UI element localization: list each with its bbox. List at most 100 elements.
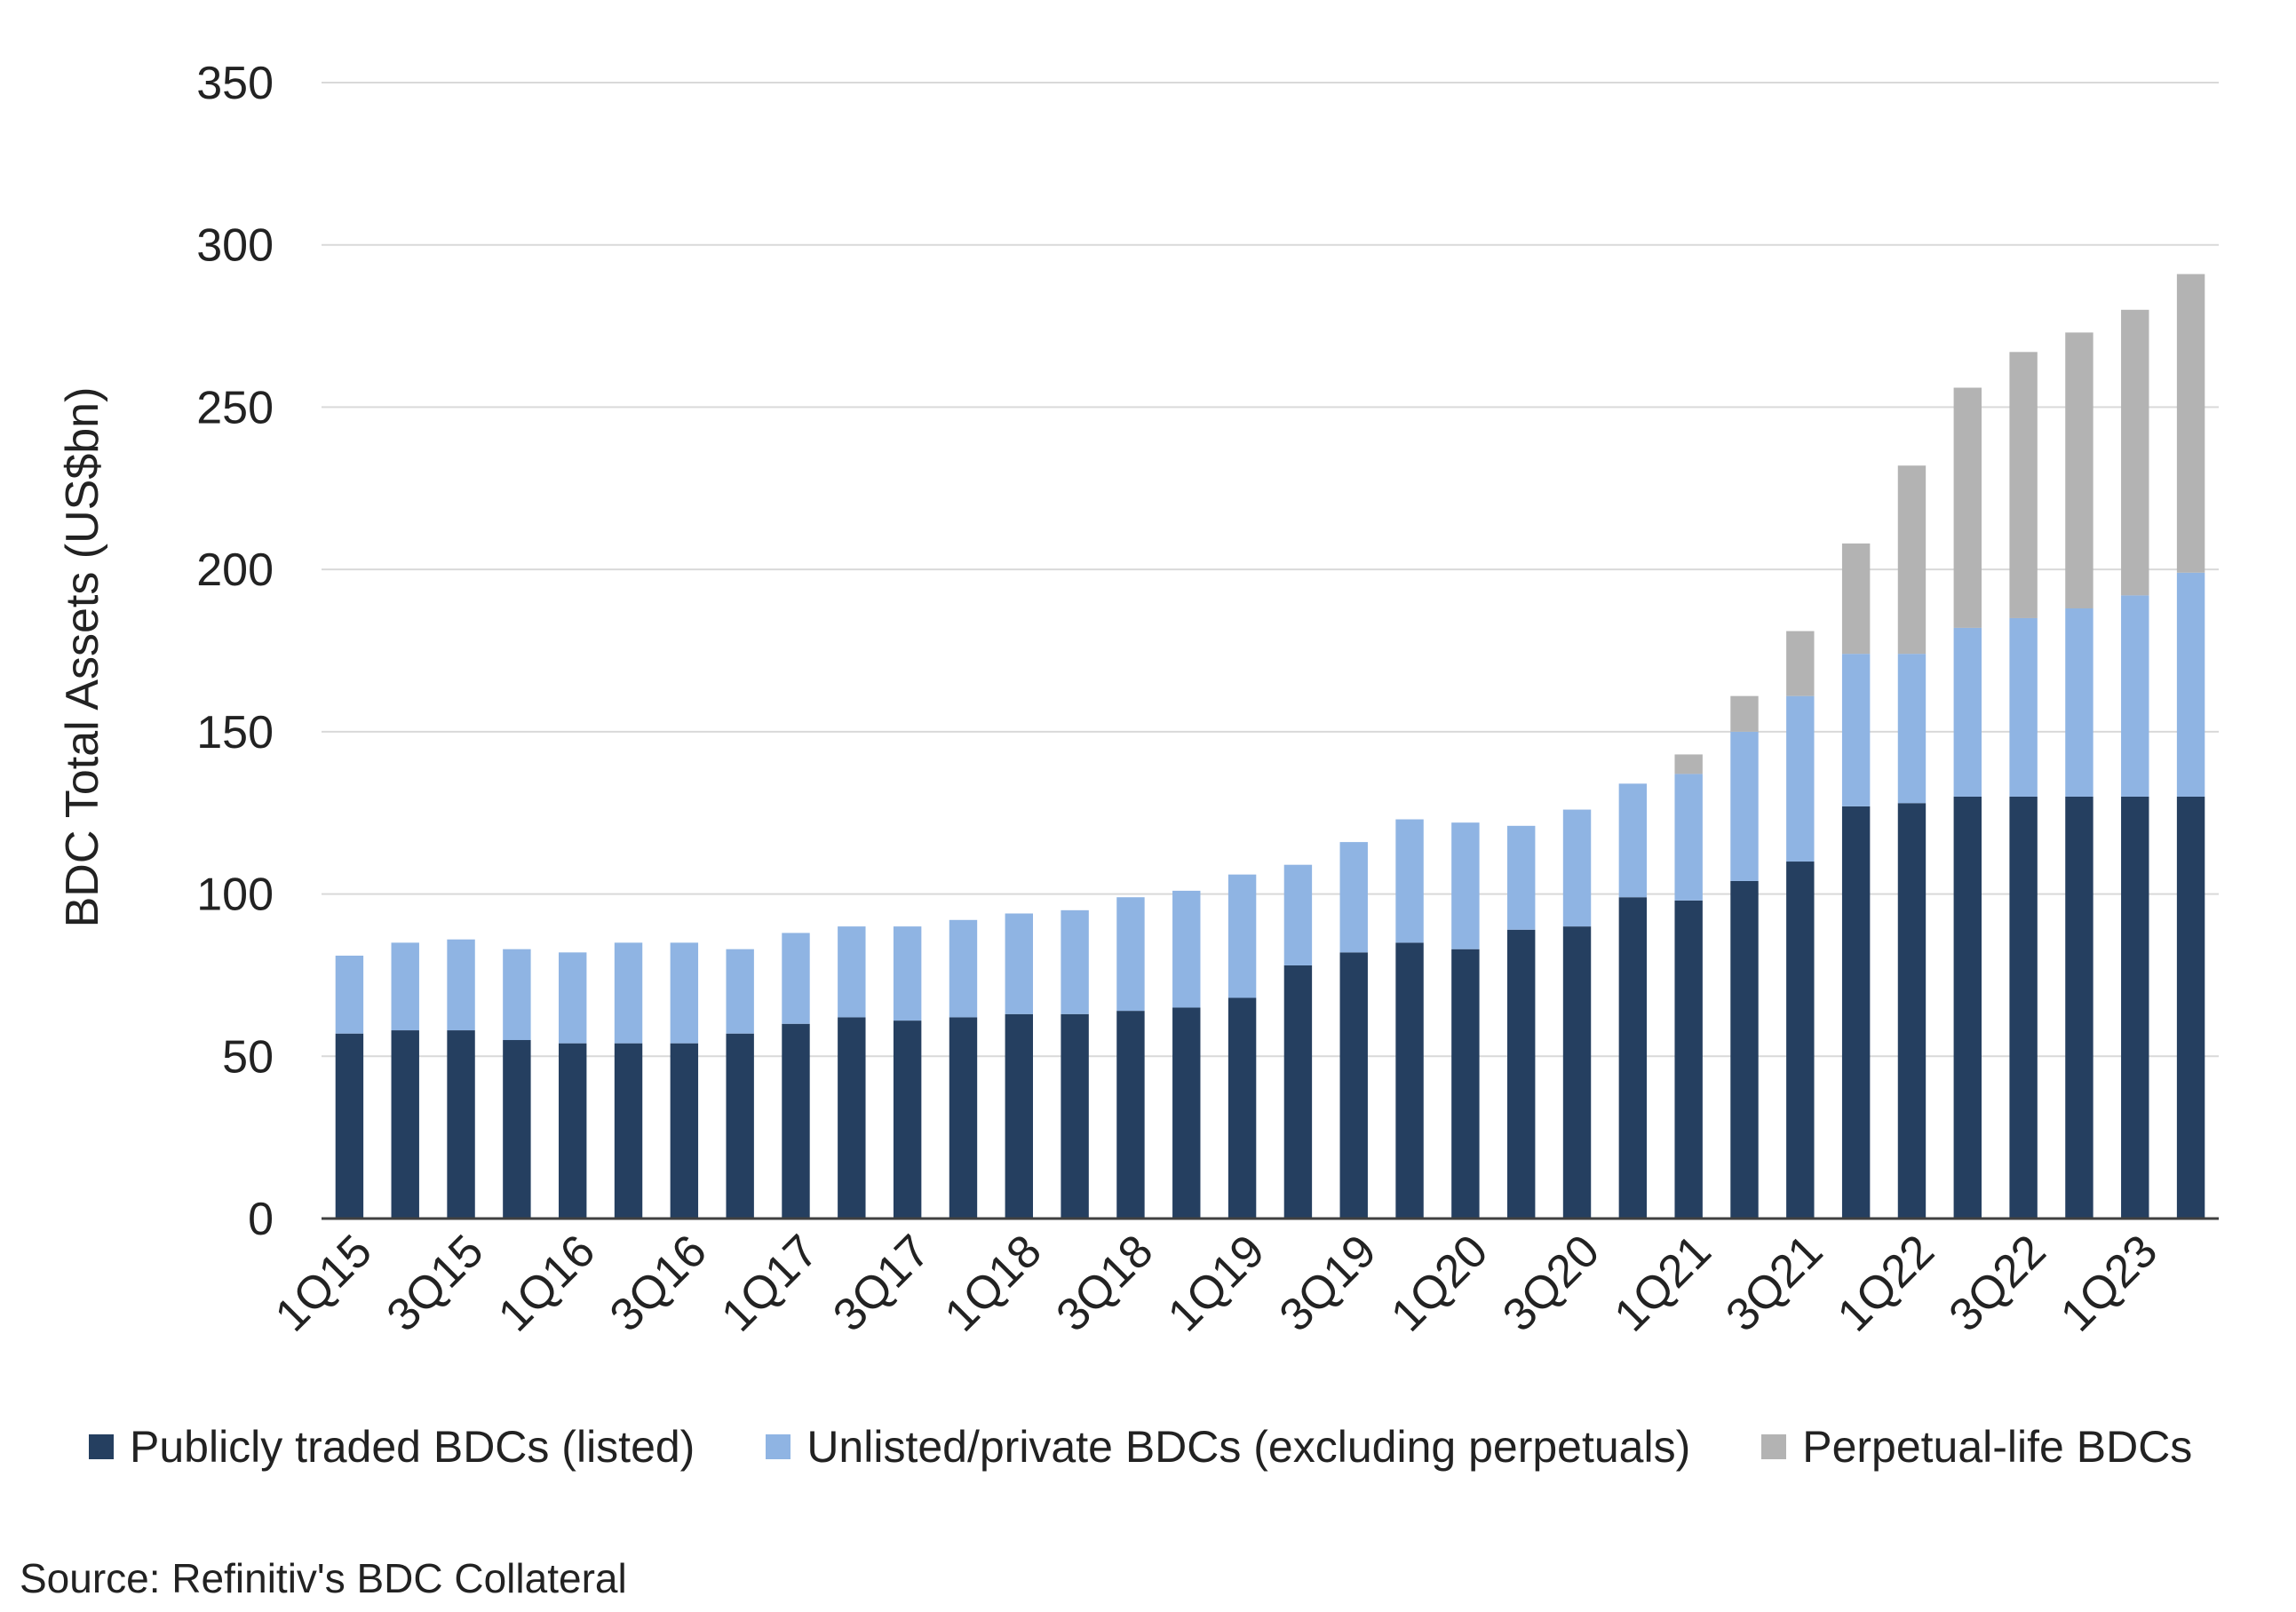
bar-segment-listed bbox=[2065, 796, 2093, 1219]
legend-item-unlisted: Unlisted/private BDCs (excluding perpetu… bbox=[766, 1421, 1690, 1473]
x-tick-label: 3Q17 bbox=[823, 1225, 940, 1341]
bar-segment-unlisted bbox=[614, 942, 643, 1044]
bar-segment-listed bbox=[2009, 796, 2038, 1219]
y-tick-label: 50 bbox=[222, 1031, 274, 1083]
bar-segment-perpetual bbox=[1786, 631, 1815, 696]
bar-segment-unlisted bbox=[670, 942, 699, 1044]
bar-segment-unlisted bbox=[1841, 654, 1871, 806]
bar-segment-listed bbox=[1897, 803, 1927, 1219]
y-tick-label: 100 bbox=[196, 870, 274, 921]
bar-segment-unlisted bbox=[1116, 897, 1145, 1012]
bar-segment-listed bbox=[1562, 926, 1592, 1219]
bar-segment-perpetual bbox=[2009, 352, 2038, 618]
x-tick-label: 3Q19 bbox=[1270, 1225, 1386, 1341]
bar-segment-listed bbox=[391, 1030, 419, 1219]
gridlines bbox=[322, 82, 2219, 1058]
bar-segment-perpetual bbox=[2176, 274, 2205, 573]
x-tick-label: 3Q21 bbox=[1716, 1225, 1832, 1341]
bar-segment-perpetual bbox=[2065, 332, 2093, 608]
y-tick-label: 300 bbox=[196, 220, 274, 272]
x-tick-label: 3Q22 bbox=[1940, 1225, 2056, 1341]
legend-item-perpetual: Perpetual-life BDCs bbox=[1761, 1421, 2192, 1473]
bar-segment-unlisted bbox=[503, 949, 531, 1041]
bar-segment-listed bbox=[1061, 1013, 1089, 1219]
bar-segment-listed bbox=[503, 1040, 531, 1219]
x-tick-label: 1Q16 bbox=[489, 1225, 605, 1341]
y-tick-label: 0 bbox=[248, 1194, 274, 1245]
bar-segment-listed bbox=[335, 1033, 364, 1219]
bar-segment-unlisted bbox=[2009, 617, 2038, 797]
bar-segment-listed bbox=[1172, 1007, 1201, 1219]
bar-segment-listed bbox=[1507, 929, 1536, 1219]
bar-segment-listed bbox=[1283, 965, 1313, 1219]
bar-segment-listed bbox=[1116, 1011, 1145, 1219]
x-tick-label: 3Q15 bbox=[377, 1225, 494, 1341]
x-tick-label: 1Q15 bbox=[266, 1225, 382, 1341]
bar-segment-unlisted bbox=[2176, 572, 2205, 797]
x-tick-label: 1Q22 bbox=[1828, 1225, 1944, 1341]
bar-segment-listed bbox=[1618, 897, 1648, 1219]
bar-segment-unlisted bbox=[1786, 695, 1815, 862]
bar-segment-unlisted bbox=[838, 926, 866, 1018]
bar-segment-perpetual bbox=[2121, 309, 2149, 596]
bar-segment-listed bbox=[559, 1043, 587, 1219]
y-tick-label: 150 bbox=[196, 707, 274, 758]
legend-label-unlisted: Unlisted/private BDCs (excluding perpetu… bbox=[806, 1422, 1691, 1472]
bar-segment-perpetual bbox=[1674, 754, 1703, 774]
bars bbox=[335, 274, 2205, 1219]
bar-segment-listed bbox=[1451, 949, 1480, 1219]
bar-segment-unlisted bbox=[893, 926, 922, 1021]
x-tick-label: 1Q23 bbox=[2051, 1225, 2167, 1341]
x-tick-label: 1Q21 bbox=[1605, 1225, 1721, 1341]
x-tick-label: 3Q16 bbox=[600, 1225, 717, 1341]
bar-segment-perpetual bbox=[1953, 387, 1982, 628]
bar-segment-unlisted bbox=[1674, 774, 1703, 901]
x-tick-label: 1Q20 bbox=[1381, 1225, 1498, 1341]
bar-segment-listed bbox=[670, 1043, 699, 1219]
bar-segment-unlisted bbox=[1451, 822, 1480, 949]
bar-segment-unlisted bbox=[2065, 607, 2093, 797]
y-tick-label: 350 bbox=[196, 58, 274, 109]
bar-segment-unlisted bbox=[1005, 913, 1033, 1014]
source-note: Source: Refinitiv's BDC Collateral bbox=[20, 1555, 627, 1601]
bar-segment-unlisted bbox=[2121, 595, 2149, 797]
y-tick-label: 200 bbox=[196, 544, 274, 596]
x-tick-label: 3Q20 bbox=[1493, 1225, 1609, 1341]
legend: Publicly traded BDCs (listed) Unlisted/p… bbox=[89, 1421, 2192, 1473]
bar-segment-unlisted bbox=[559, 952, 587, 1044]
x-tick-label: 1Q18 bbox=[935, 1225, 1052, 1341]
bar-segment-listed bbox=[1395, 942, 1424, 1219]
bar-segment-unlisted bbox=[1562, 809, 1592, 927]
bar-segment-unlisted bbox=[1339, 842, 1368, 953]
legend-swatch-perpetual bbox=[1761, 1434, 1787, 1459]
bar-segment-listed bbox=[1005, 1013, 1033, 1219]
bar-segment-unlisted bbox=[949, 919, 978, 1018]
bar-segment-perpetual bbox=[1730, 695, 1759, 732]
legend-label-perpetual: Perpetual-life BDCs bbox=[1802, 1422, 2193, 1472]
legend-swatch-listed bbox=[89, 1434, 114, 1459]
bar-segment-listed bbox=[1841, 806, 1871, 1219]
bar-segment-listed bbox=[614, 1043, 643, 1219]
bar-segment-unlisted bbox=[1953, 627, 1982, 797]
bar-segment-unlisted bbox=[335, 956, 364, 1034]
y-tick-label: 250 bbox=[196, 382, 274, 433]
bar-segment-unlisted bbox=[1507, 825, 1536, 930]
bar-segment-unlisted bbox=[447, 939, 475, 1031]
bar-segment-listed bbox=[1730, 880, 1759, 1219]
bar-segment-unlisted bbox=[1227, 874, 1257, 998]
y-axis-title: BDC Total Assets (US$bn) bbox=[57, 387, 108, 928]
bar-segment-unlisted bbox=[1172, 890, 1201, 1008]
legend-label-listed: Publicly traded BDCs (listed) bbox=[130, 1422, 695, 1472]
bar-segment-listed bbox=[1786, 862, 1815, 1219]
bar-segment-unlisted bbox=[1395, 819, 1424, 943]
bar-segment-unlisted bbox=[1618, 783, 1648, 898]
bar-segment-unlisted bbox=[391, 942, 419, 1031]
bar-segment-perpetual bbox=[1897, 465, 1927, 655]
x-tick-label: 1Q19 bbox=[1158, 1225, 1275, 1341]
bar-segment-listed bbox=[726, 1033, 754, 1219]
x-tick-label: 3Q18 bbox=[1046, 1225, 1163, 1341]
bar-segment-listed bbox=[1227, 997, 1257, 1219]
bar-segment-unlisted bbox=[726, 949, 754, 1034]
x-tick-label: 1Q17 bbox=[712, 1225, 829, 1341]
